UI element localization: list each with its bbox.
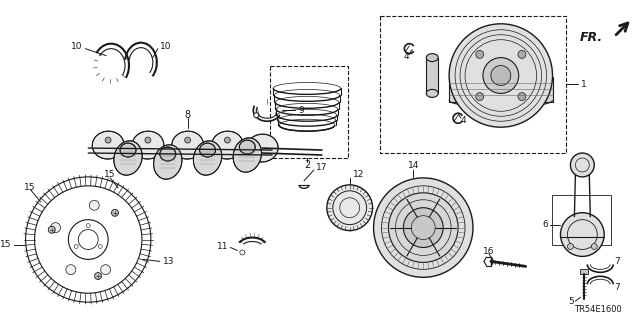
Ellipse shape: [114, 141, 142, 175]
Circle shape: [518, 93, 526, 100]
Circle shape: [240, 250, 245, 255]
Text: 12: 12: [353, 170, 364, 179]
Circle shape: [90, 200, 99, 210]
Ellipse shape: [92, 131, 124, 159]
Text: 16: 16: [483, 247, 495, 256]
Ellipse shape: [193, 141, 221, 175]
Text: 15: 15: [104, 170, 116, 179]
Text: 5: 5: [568, 297, 574, 306]
Circle shape: [449, 24, 552, 127]
Ellipse shape: [239, 140, 255, 154]
Text: 10: 10: [71, 42, 83, 51]
Circle shape: [570, 153, 595, 177]
Bar: [426, 58, 438, 93]
Text: 4: 4: [404, 52, 409, 61]
Text: 1: 1: [581, 80, 587, 89]
Text: 9: 9: [298, 106, 304, 115]
Text: 10: 10: [160, 42, 172, 51]
Circle shape: [74, 244, 78, 249]
Circle shape: [185, 137, 191, 143]
Text: TR54E1600: TR54E1600: [574, 305, 622, 314]
Circle shape: [111, 209, 118, 216]
Ellipse shape: [426, 54, 438, 62]
Circle shape: [225, 137, 230, 143]
Bar: [580, 269, 588, 274]
Circle shape: [374, 178, 473, 277]
Circle shape: [327, 185, 372, 231]
Circle shape: [145, 137, 151, 143]
Text: FR.: FR.: [580, 31, 604, 44]
Text: 4: 4: [460, 116, 466, 125]
Circle shape: [476, 93, 484, 100]
Ellipse shape: [120, 143, 136, 157]
Circle shape: [591, 243, 597, 249]
Text: 2: 2: [304, 160, 310, 170]
Circle shape: [100, 265, 111, 275]
Text: 17: 17: [316, 163, 328, 173]
Circle shape: [388, 193, 458, 263]
Text: 7: 7: [614, 283, 620, 292]
Ellipse shape: [154, 145, 182, 179]
Circle shape: [483, 58, 518, 93]
Text: 15: 15: [0, 240, 12, 249]
Circle shape: [48, 226, 55, 233]
Ellipse shape: [212, 131, 243, 159]
Text: 7: 7: [614, 257, 620, 266]
Circle shape: [491, 65, 511, 85]
Circle shape: [476, 50, 484, 58]
Ellipse shape: [172, 131, 204, 159]
Text: 8: 8: [184, 110, 191, 120]
Circle shape: [86, 224, 90, 227]
Circle shape: [51, 223, 61, 233]
Circle shape: [66, 265, 76, 275]
Text: 6: 6: [543, 220, 548, 229]
Text: 3: 3: [428, 91, 434, 100]
Bar: [552, 195, 611, 244]
Text: 15: 15: [24, 183, 35, 192]
Ellipse shape: [160, 147, 176, 161]
Ellipse shape: [200, 143, 216, 157]
Circle shape: [254, 113, 259, 118]
Ellipse shape: [233, 138, 262, 172]
Bar: [380, 16, 566, 153]
Text: 13: 13: [163, 257, 174, 266]
Ellipse shape: [246, 134, 278, 162]
Circle shape: [403, 208, 443, 248]
Bar: [270, 65, 348, 158]
Ellipse shape: [426, 89, 438, 97]
Bar: [449, 78, 552, 102]
Circle shape: [95, 272, 102, 279]
Circle shape: [561, 213, 604, 256]
Text: 11: 11: [217, 242, 228, 251]
Ellipse shape: [132, 131, 164, 159]
Circle shape: [105, 137, 111, 143]
Circle shape: [518, 50, 526, 58]
Text: 14: 14: [408, 161, 419, 170]
Circle shape: [568, 243, 573, 249]
Circle shape: [99, 244, 102, 249]
